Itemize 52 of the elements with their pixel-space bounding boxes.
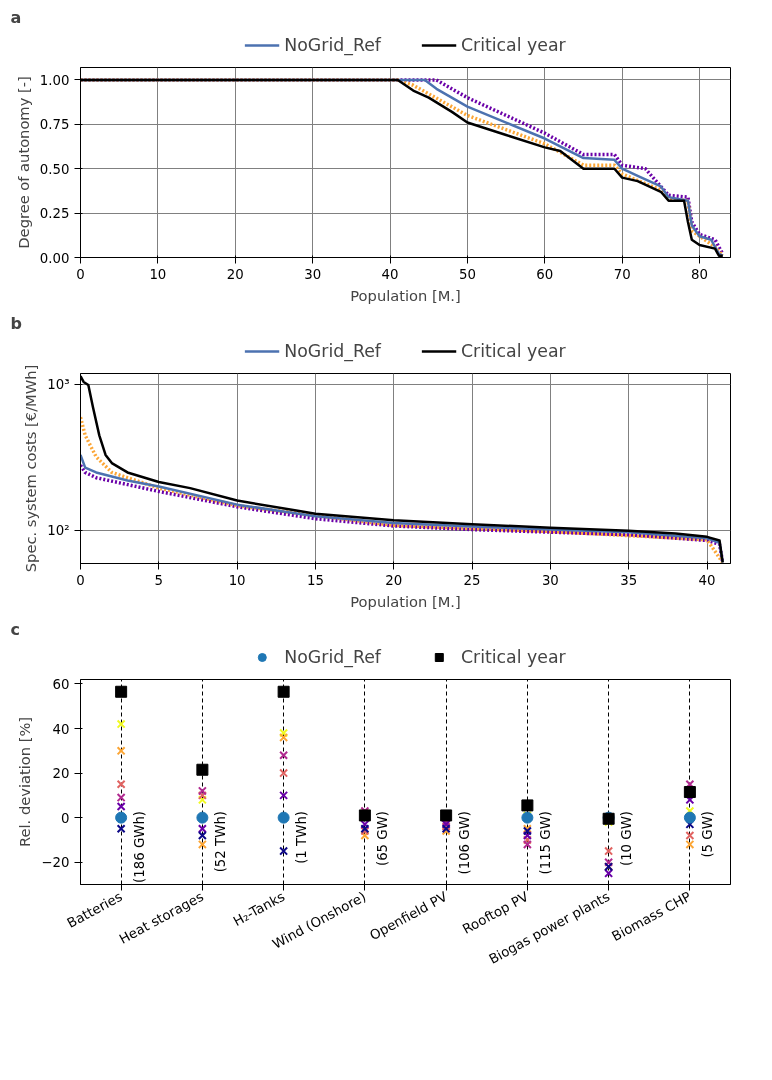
- annotation: (5 GW): [700, 810, 716, 858]
- x-tick-label: 20: [385, 572, 403, 588]
- legend-label: NoGrid_Ref: [284, 341, 381, 361]
- x-tick-label: 20: [226, 266, 244, 282]
- x-tick-label: 30: [304, 266, 322, 282]
- y-tick-label: 0.75: [39, 117, 70, 133]
- y-axis-title: Degree of autonomy [-]: [14, 76, 32, 249]
- x-axis-title: Population [M.]: [350, 592, 461, 610]
- annotation: (52 TWh): [212, 810, 228, 873]
- y-axis-title: Rel. deviation [%]: [16, 716, 34, 848]
- annotation: (10 GW): [619, 810, 634, 867]
- x-tick-label: 10: [228, 572, 246, 588]
- x-tick-label: 30: [541, 572, 559, 588]
- annotation: (65 GW): [375, 810, 391, 867]
- y-tick-label: −20: [41, 855, 70, 871]
- x-tick-label: 40: [698, 572, 716, 588]
- x-tick-label: 60: [536, 266, 554, 282]
- y-tick-label: 60: [52, 676, 70, 692]
- y-tick-label: 0.00: [39, 250, 70, 266]
- y-tick-label: 1.00: [39, 72, 70, 88]
- x-tick-label: 70: [613, 266, 631, 282]
- legend-label: NoGrid_Ref: [284, 647, 381, 667]
- annotation: (115 GW): [537, 810, 553, 875]
- x-tick-label: 5: [154, 572, 164, 588]
- y-tick-label: 40: [52, 721, 70, 737]
- chart-title: c: [10, 619, 20, 639]
- annotation: (186 GWh): [131, 810, 147, 883]
- y-tick-label: 0.50: [39, 161, 70, 177]
- y-tick-label: 10³: [47, 377, 70, 393]
- chart-title: b: [10, 313, 22, 333]
- chart-title: a: [10, 7, 22, 27]
- y-tick-label: 10²: [47, 522, 70, 538]
- x-tick-label: 0: [76, 266, 85, 282]
- x-tick-label: 10: [149, 266, 167, 282]
- x-tick-label: 40: [381, 266, 399, 282]
- legend-label: Critical year: [460, 35, 566, 55]
- x-axis-title: Population [M.]: [350, 286, 461, 304]
- x-tick-label: 25: [463, 572, 481, 588]
- x-tick-label: 15: [306, 572, 324, 588]
- legend-label: Critical year: [460, 647, 566, 667]
- y-tick-label: 0.25: [39, 206, 70, 222]
- y-tick-label: 20: [52, 766, 70, 782]
- x-tick-label: 50: [458, 266, 476, 282]
- annotation: (106 GW): [456, 810, 472, 875]
- annotation: (1 TWh): [294, 810, 309, 864]
- legend-label: Critical year: [460, 341, 566, 361]
- x-tick-label: 0: [76, 572, 85, 588]
- y-tick-label: 0: [61, 810, 70, 826]
- x-tick-label: 80: [691, 266, 709, 282]
- y-axis-title: Spec. system costs [€/MWh]: [22, 364, 40, 573]
- x-tick-label: 35: [620, 572, 638, 588]
- legend-label: NoGrid_Ref: [284, 35, 381, 55]
